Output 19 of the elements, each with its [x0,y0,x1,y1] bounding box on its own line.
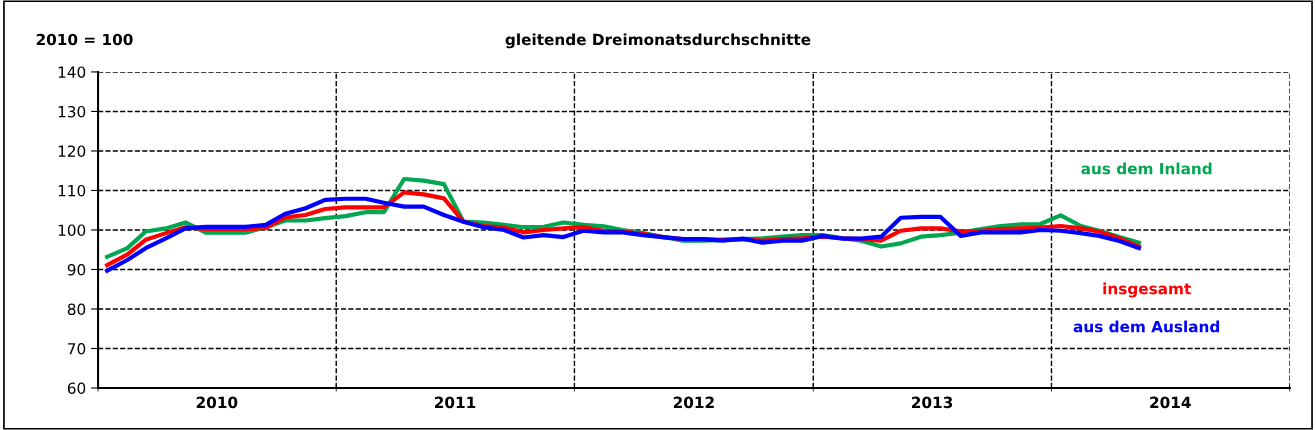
y-tick-label: 60 [67,382,86,395]
y-tick-label: 70 [68,342,86,355]
x-tick-label: 2012 [673,396,714,409]
text: insgesamt [1103,282,1191,298]
y-tick-label: 80 [67,303,86,315]
text: aus dem Ausland [1073,320,1220,333]
y-tick-label: 110 [58,184,86,197]
y-axis-title: 2010 = 100 [36,33,133,46]
y-tick-label: 120 [58,145,86,157]
x-tick-label: 2014 [1150,396,1191,409]
chart-title: gleitende Dreimonatsdurchschnitte [505,33,811,49]
y-tick-label: 90 [67,263,86,276]
y-tick-label: 130 [58,105,86,118]
x-tick-label: 2011 [434,396,476,409]
y-tick-label: 140 [58,66,86,78]
text: aus dem Inland [1081,162,1212,175]
x-tick-label: 2010 [196,396,238,409]
y-tick-label: 100 [58,224,86,236]
x-tick-label: 2013 [912,396,953,409]
